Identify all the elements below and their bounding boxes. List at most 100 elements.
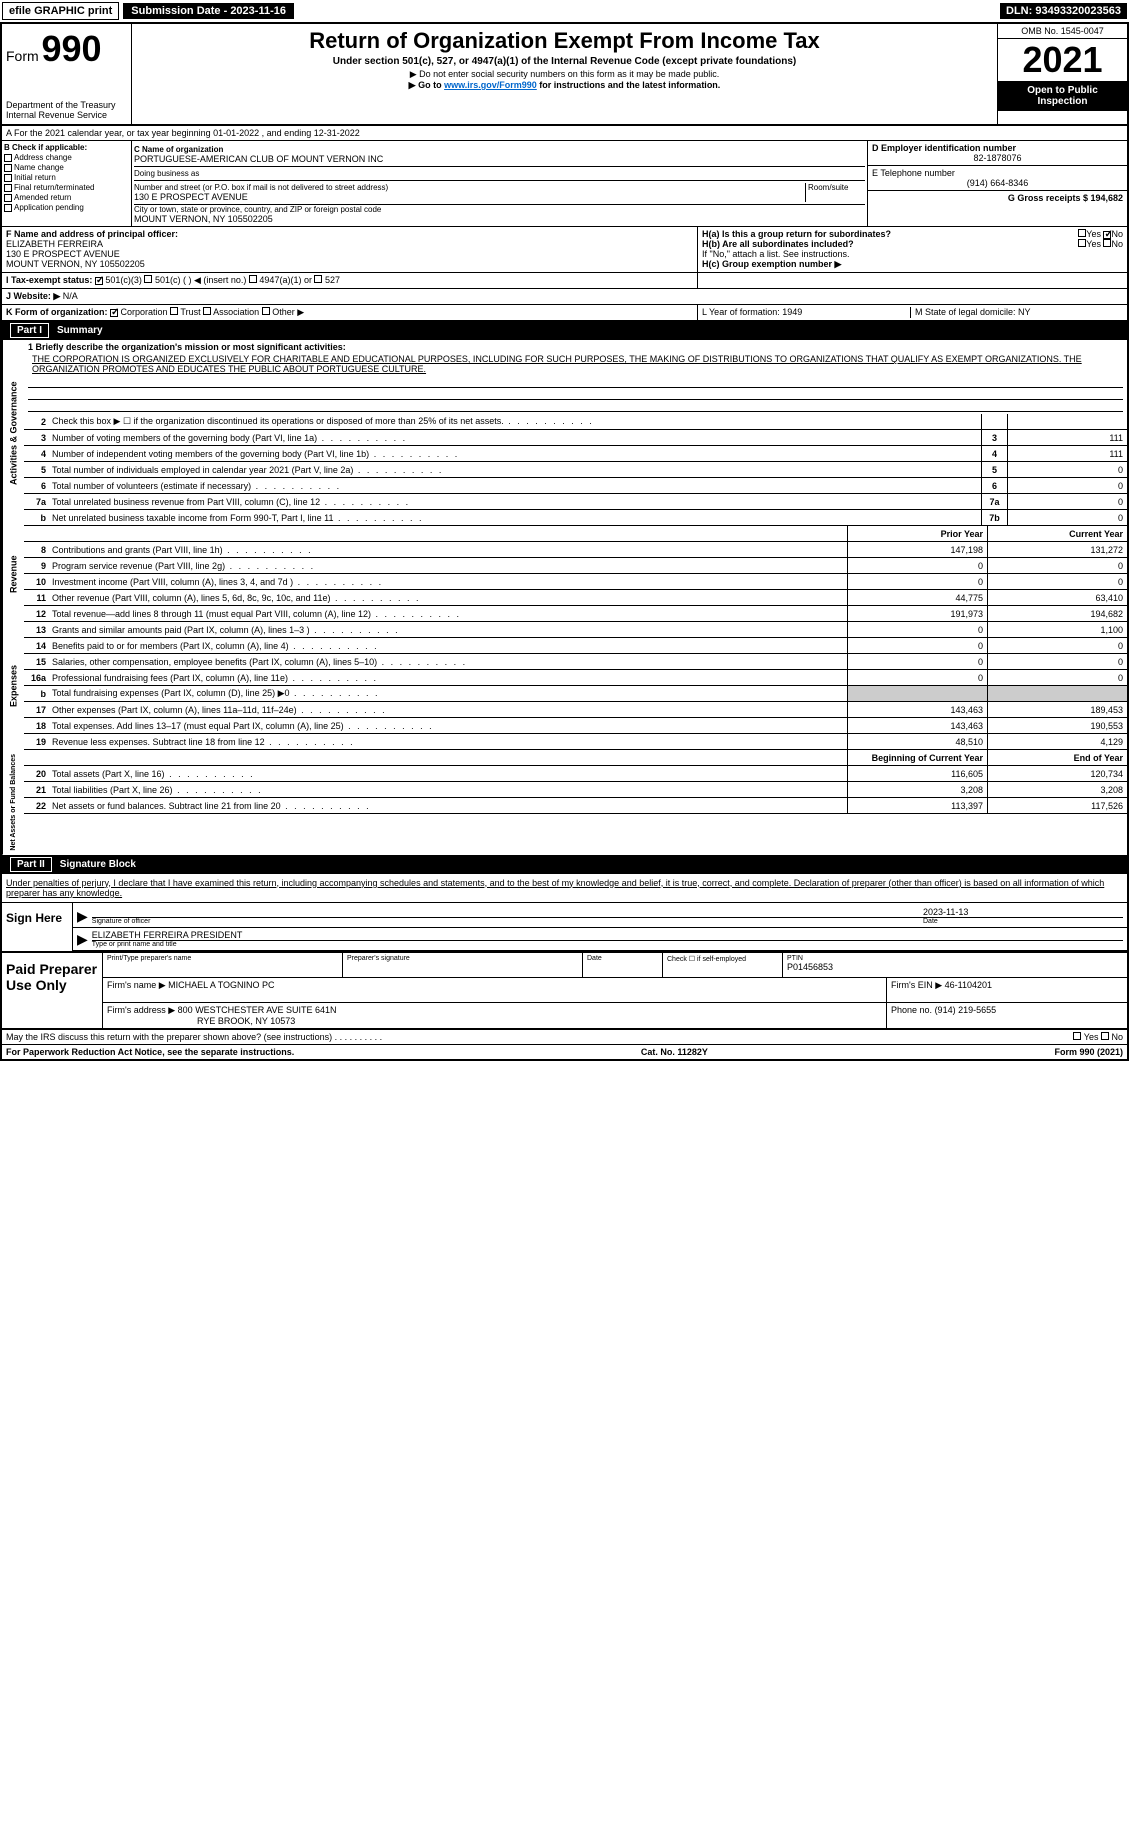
- dept-label: Department of the Treasury: [6, 100, 127, 110]
- arrow-icon: ▶: [77, 931, 88, 948]
- part2-header: Part II Signature Block: [2, 855, 1127, 874]
- officer-name: ELIZABETH FERREIRA: [6, 239, 693, 249]
- open-to-public: Open to Public Inspection: [998, 81, 1127, 111]
- signature-intro: Under penalties of perjury, I declare th…: [2, 874, 1127, 902]
- checkbox-other[interactable]: [262, 307, 270, 315]
- governance-side-label: Activities & Governance: [2, 340, 24, 526]
- gross-receipts: G Gross receipts $ 194,682: [872, 193, 1123, 203]
- expenses-section: Expenses 13Grants and similar amounts pa…: [2, 622, 1127, 750]
- firm-name: MICHAEL A TOGNINO PC: [168, 980, 274, 990]
- checkbox-trust[interactable]: [170, 307, 178, 315]
- summary-row: bNet unrelated business taxable income f…: [24, 510, 1127, 526]
- column-c-org-info: C Name of organization PORTUGUESE-AMERIC…: [132, 141, 867, 226]
- summary-row: 11Other revenue (Part VIII, column (A), …: [24, 590, 1127, 606]
- expenses-side-label: Expenses: [2, 622, 24, 750]
- form-right-column: OMB No. 1545-0047 2021 Open to Public In…: [997, 24, 1127, 124]
- form-header: Form 990 Department of the Treasury Inte…: [2, 24, 1127, 126]
- checkbox-discuss-no[interactable]: [1101, 1032, 1109, 1040]
- discuss-row: May the IRS discuss this return with the…: [2, 1030, 1127, 1045]
- summary-row: bTotal fundraising expenses (Part IX, co…: [24, 686, 1127, 702]
- checkbox-name-change[interactable]: [4, 164, 12, 172]
- checkbox-4947[interactable]: [249, 275, 257, 283]
- dln-label: DLN: 93493320023563: [1000, 3, 1127, 19]
- preparer-phone: (914) 219-5655: [935, 1005, 997, 1015]
- governance-section: Activities & Governance 1 Briefly descri…: [2, 340, 1127, 526]
- summary-row: 2Check this box ▶ ☐ if the organization …: [24, 414, 1127, 430]
- submission-date: Submission Date - 2023-11-16: [123, 3, 294, 19]
- summary-row: 6Total number of volunteers (estimate if…: [24, 478, 1127, 494]
- summary-row: 13Grants and similar amounts paid (Part …: [24, 622, 1127, 638]
- form-number: 990: [41, 28, 101, 69]
- checkbox-discuss-yes[interactable]: [1073, 1032, 1081, 1040]
- tax-year: 2021: [998, 39, 1127, 81]
- phone: (914) 664-8346: [872, 178, 1123, 188]
- firm-addr2: RYE BROOK, NY 10573: [107, 1016, 882, 1026]
- summary-row: 3Number of voting members of the governi…: [24, 430, 1127, 446]
- summary-row: 19Revenue less expenses. Subtract line 1…: [24, 734, 1127, 750]
- summary-row: 14Benefits paid to or for members (Part …: [24, 638, 1127, 654]
- checkbox-address-change[interactable]: [4, 154, 12, 162]
- summary-row: 15Salaries, other compensation, employee…: [24, 654, 1127, 670]
- summary-row: 22Net assets or fund balances. Subtract …: [24, 798, 1127, 814]
- summary-row: 5Total number of individuals employed in…: [24, 462, 1127, 478]
- rows-fghijk: F Name and address of principal officer:…: [2, 227, 1127, 321]
- checkbox-application-pending[interactable]: [4, 204, 12, 212]
- cat-no: Cat. No. 11282Y: [641, 1047, 708, 1057]
- form-subtitle: Under section 501(c), 527, or 4947(a)(1)…: [136, 56, 993, 67]
- revenue-section: Revenue Prior Year Current Year 8Contrib…: [2, 526, 1127, 622]
- column-b-checkboxes: B Check if applicable: Address change Na…: [2, 141, 132, 226]
- sig-date: 2023-11-13: [923, 907, 1123, 917]
- arrow-icon: ▶: [77, 908, 88, 925]
- form990-link[interactable]: www.irs.gov/Form990: [444, 80, 537, 90]
- summary-row: 7aTotal unrelated business revenue from …: [24, 494, 1127, 510]
- summary-row: 20Total assets (Part X, line 16)116,6051…: [24, 766, 1127, 782]
- info-block: B Check if applicable: Address change Na…: [2, 141, 1127, 227]
- form-label: Form: [6, 48, 39, 64]
- org-street: 130 E PROSPECT AVENUE: [134, 192, 805, 202]
- irs-label: Internal Revenue Service: [6, 110, 127, 120]
- summary-row: 18Total expenses. Add lines 13–17 (must …: [24, 718, 1127, 734]
- preparer-label: Paid Preparer Use Only: [2, 953, 102, 1028]
- checkbox-501c[interactable]: [144, 275, 152, 283]
- checkbox-501c3[interactable]: [95, 277, 103, 285]
- summary-row: 8Contributions and grants (Part VIII, li…: [24, 542, 1127, 558]
- org-name: PORTUGUESE-AMERICAN CLUB OF MOUNT VERNON…: [134, 154, 865, 164]
- form-footer: Form 990 (2021): [1054, 1047, 1123, 1057]
- form-left-column: Form 990 Department of the Treasury Inte…: [2, 24, 132, 124]
- column-de: D Employer identification number 82-1878…: [867, 141, 1127, 226]
- summary-row: 17Other expenses (Part IX, column (A), l…: [24, 702, 1127, 718]
- summary-row: 4Number of independent voting members of…: [24, 446, 1127, 462]
- form-note2: ▶ Go to www.irs.gov/Form990 for instruct…: [136, 80, 993, 91]
- ein: 82-1878076: [872, 153, 1123, 163]
- footer-bottom: For Paperwork Reduction Act Notice, see …: [2, 1045, 1127, 1059]
- checkbox-corporation[interactable]: [110, 309, 118, 317]
- omb-number: OMB No. 1545-0047: [998, 24, 1127, 39]
- firm-addr1: 800 WESTCHESTER AVE SUITE 641N: [178, 1005, 337, 1015]
- summary-row: 16aProfessional fundraising fees (Part I…: [24, 670, 1127, 686]
- mission-text: THE CORPORATION IS ORGANIZED EXCLUSIVELY…: [28, 352, 1123, 376]
- efile-label: efile GRAPHIC print: [2, 2, 119, 20]
- checkbox-527[interactable]: [314, 275, 322, 283]
- checkbox-final-return[interactable]: [4, 184, 12, 192]
- form-note1: ▶ Do not enter social security numbers o…: [136, 69, 993, 80]
- header-bar: efile GRAPHIC print Submission Date - 20…: [0, 0, 1129, 22]
- year-formation: L Year of formation: 1949: [702, 307, 910, 318]
- summary-row: 12Total revenue—add lines 8 through 11 (…: [24, 606, 1127, 622]
- preparer-block: Paid Preparer Use Only Print/Type prepar…: [2, 951, 1127, 1030]
- netassets-section: Net Assets or Fund Balances Beginning of…: [2, 750, 1127, 855]
- netassets-side-label: Net Assets or Fund Balances: [2, 750, 24, 855]
- firm-ein: 46-1104201: [945, 980, 992, 990]
- form-title: Return of Organization Exempt From Incom…: [136, 28, 993, 54]
- checkbox-amended[interactable]: [4, 194, 12, 202]
- row-a: A For the 2021 calendar year, or tax yea…: [2, 126, 1127, 141]
- website: N/A: [63, 291, 78, 301]
- form-center-column: Return of Organization Exempt From Incom…: [132, 24, 997, 124]
- checkbox-association[interactable]: [203, 307, 211, 315]
- sign-here-label: Sign Here: [2, 903, 72, 951]
- ptin: P01456853: [787, 962, 1123, 972]
- state-domicile: M State of legal domicile: NY: [910, 307, 1123, 318]
- org-city: MOUNT VERNON, NY 105502205: [134, 214, 865, 224]
- checkbox-initial-return[interactable]: [4, 174, 12, 182]
- signature-block: Under penalties of perjury, I declare th…: [2, 874, 1127, 951]
- form-990: Form 990 Department of the Treasury Inte…: [0, 22, 1129, 1061]
